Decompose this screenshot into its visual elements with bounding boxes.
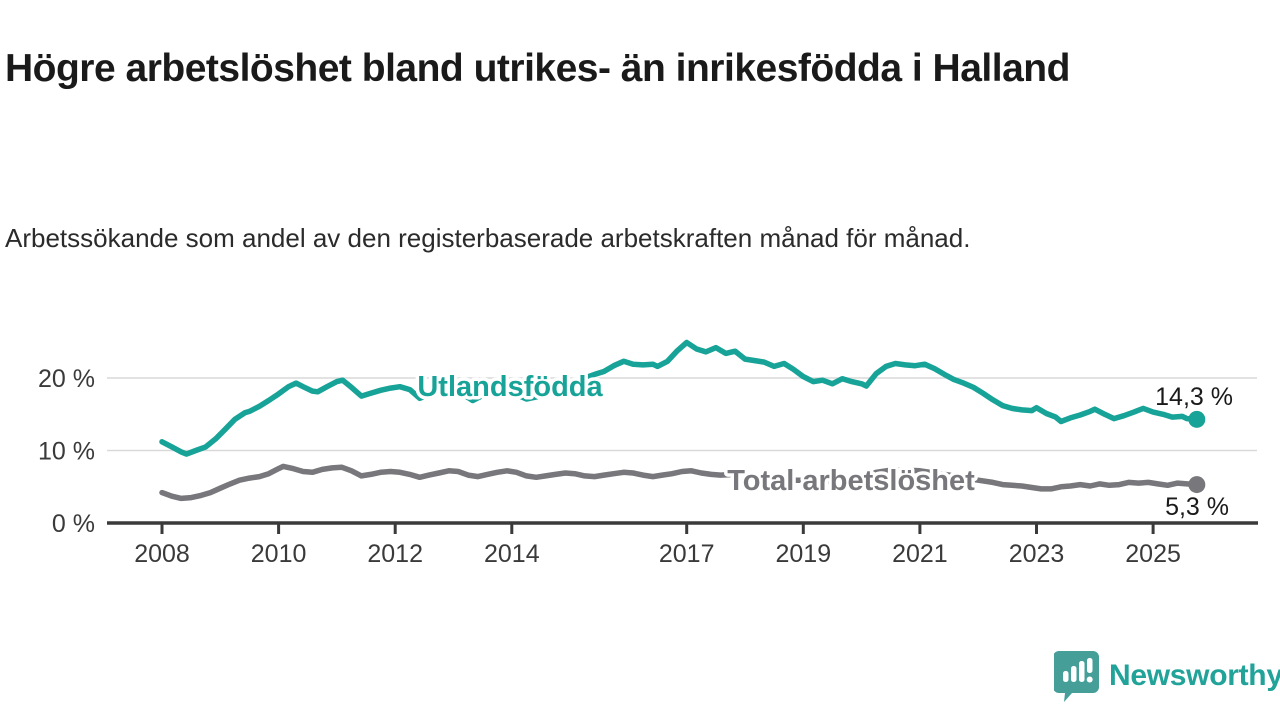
bar-medium: [1071, 666, 1077, 682]
x-tick-label-2012: 2012: [367, 540, 423, 568]
x-tick-label-2023: 2023: [1009, 540, 1065, 568]
x-tick-label-2010: 2010: [251, 540, 307, 568]
exclamation-bar: [1087, 658, 1093, 673]
newsworthy-wordmark: Newsworthy: [1109, 659, 1280, 692]
newsworthy-branding: Newsworthy: [1054, 650, 1280, 702]
y-tick-label-10: 10 %: [38, 438, 95, 466]
total-arbetsloshet-inline-label: Total arbetslöshet: [727, 465, 975, 497]
newsworthy-logo-icon: [1054, 651, 1099, 702]
x-tick-label-2017: 2017: [659, 540, 715, 568]
exclamation-dot: [1086, 676, 1093, 683]
x-tick-label-2025: 2025: [1125, 540, 1181, 568]
x-tick-label-2021: 2021: [892, 540, 948, 568]
bar-tall: [1079, 661, 1085, 682]
utlandsfodda-end-value-label: 14,3 %: [1155, 383, 1233, 411]
bar-small: [1063, 671, 1069, 682]
utlandsfodda-end-dot: [1188, 410, 1206, 428]
page-title: Högre arbetslöshet bland utrikes- än inr…: [5, 47, 1070, 91]
total-arbetsloshet-line: [159, 463, 1200, 502]
page-subtitle: Arbetssökande som andel av den registerb…: [5, 223, 971, 253]
y-tick-label-20: 20 %: [38, 365, 95, 393]
x-tick-label-2019: 2019: [775, 540, 831, 568]
total-arbetsloshet-end-dot: [1188, 476, 1206, 494]
y-tick-label-0: 0 %: [52, 510, 95, 538]
x-tick-label-2014: 2014: [484, 540, 540, 568]
utlandsfodda-line: [159, 339, 1200, 457]
utlandsfodda-inline-label: Utlandsfödda: [417, 371, 603, 403]
x-tick-label-2008: 2008: [134, 540, 190, 568]
total-arbetsloshet-end-value-label: 5,3 %: [1165, 493, 1229, 521]
